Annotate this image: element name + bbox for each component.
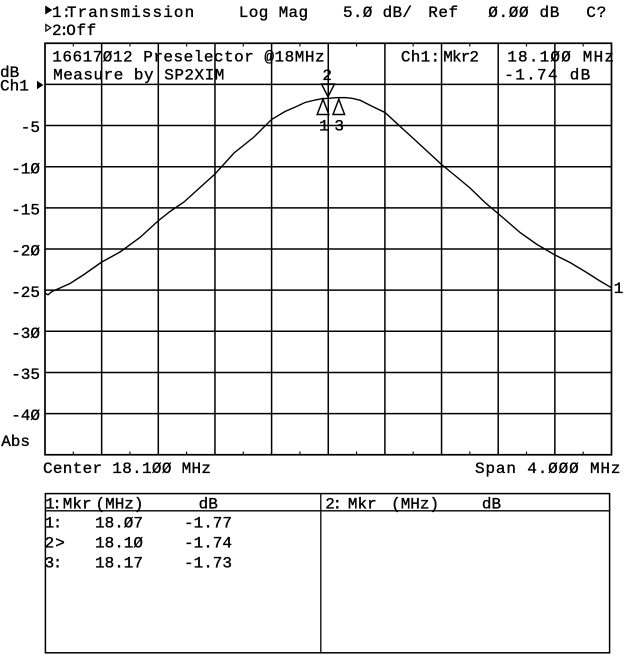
svg-text:dB: dB — [482, 496, 501, 514]
svg-text:2: 2 — [322, 67, 332, 85]
svg-text:Measure by SP2XIM: Measure by SP2XIM — [53, 66, 225, 84]
svg-text:18.17: 18.17 — [95, 555, 143, 573]
svg-text::: : — [53, 555, 63, 573]
svg-text:Log Mag: Log Mag — [239, 4, 309, 22]
svg-text:Mkr: Mkr — [63, 496, 92, 514]
svg-text:-4Ø: -4Ø — [11, 407, 40, 425]
svg-text:-15: -15 — [11, 201, 40, 219]
svg-text:-1Ø: -1Ø — [11, 160, 40, 178]
svg-text:Span 4.ØØØ MHz: Span 4.ØØØ MHz — [475, 460, 621, 478]
svg-text:-5: -5 — [21, 119, 40, 137]
svg-text:-1.73: -1.73 — [184, 555, 232, 573]
svg-text:1: 1 — [45, 515, 55, 533]
svg-text:2: 2 — [325, 496, 335, 514]
svg-text:Ch1:: Ch1: — [401, 49, 440, 67]
svg-text:Ch1: Ch1 — [0, 77, 29, 95]
svg-text:16617Ø12 Preselector @18MHz: 16617Ø12 Preselector @18MHz — [52, 49, 325, 67]
svg-text:18.1ØØ MHz: 18.1ØØ MHz — [507, 49, 615, 67]
svg-text:dB: dB — [0, 64, 19, 82]
svg-text:18.1Ø: 18.1Ø — [95, 535, 143, 553]
svg-text:2: 2 — [52, 22, 62, 40]
svg-text:18.Ø7: 18.Ø7 — [95, 515, 143, 533]
svg-text:5.Ø dB/: 5.Ø dB/ — [343, 4, 412, 22]
svg-text:>: > — [55, 535, 65, 553]
svg-text:2: 2 — [45, 535, 55, 553]
svg-text:Abs: Abs — [1, 433, 30, 451]
svg-text:(MHz): (MHz) — [391, 496, 439, 514]
svg-text:Off: Off — [66, 22, 96, 40]
svg-text::: : — [333, 496, 343, 514]
svg-text:(MHz): (MHz) — [96, 496, 144, 514]
svg-text:Mkr2: Mkr2 — [443, 49, 478, 67]
svg-text:Ref: Ref — [428, 4, 458, 22]
svg-text:C?: C? — [586, 4, 607, 22]
svg-text::: : — [53, 515, 63, 533]
svg-text:Center 18.1ØØ MHz: Center 18.1ØØ MHz — [43, 460, 211, 478]
svg-text:3: 3 — [45, 555, 55, 573]
svg-text:Mkr: Mkr — [348, 496, 377, 514]
svg-text:-25: -25 — [11, 284, 40, 302]
svg-text:dB: dB — [199, 496, 218, 514]
svg-text:Transmission: Transmission — [67, 4, 195, 22]
svg-text:-1.74: -1.74 — [184, 535, 232, 553]
svg-text:Ø.ØØ dB: Ø.ØØ dB — [488, 4, 560, 22]
svg-text:3: 3 — [334, 118, 344, 136]
svg-text:-35: -35 — [11, 366, 40, 384]
svg-text:-1.74 dB: -1.74 dB — [504, 66, 591, 84]
svg-text:-2Ø: -2Ø — [11, 243, 40, 261]
svg-text:1: 1 — [45, 496, 55, 514]
svg-text::: : — [52, 496, 62, 514]
svg-text:1: 1 — [319, 118, 329, 136]
svg-text::: : — [59, 22, 69, 40]
svg-text:-3Ø: -3Ø — [11, 325, 40, 343]
svg-text:1:: 1: — [52, 4, 71, 22]
svg-text:1: 1 — [614, 280, 624, 298]
svg-text:-1.77: -1.77 — [184, 515, 232, 533]
